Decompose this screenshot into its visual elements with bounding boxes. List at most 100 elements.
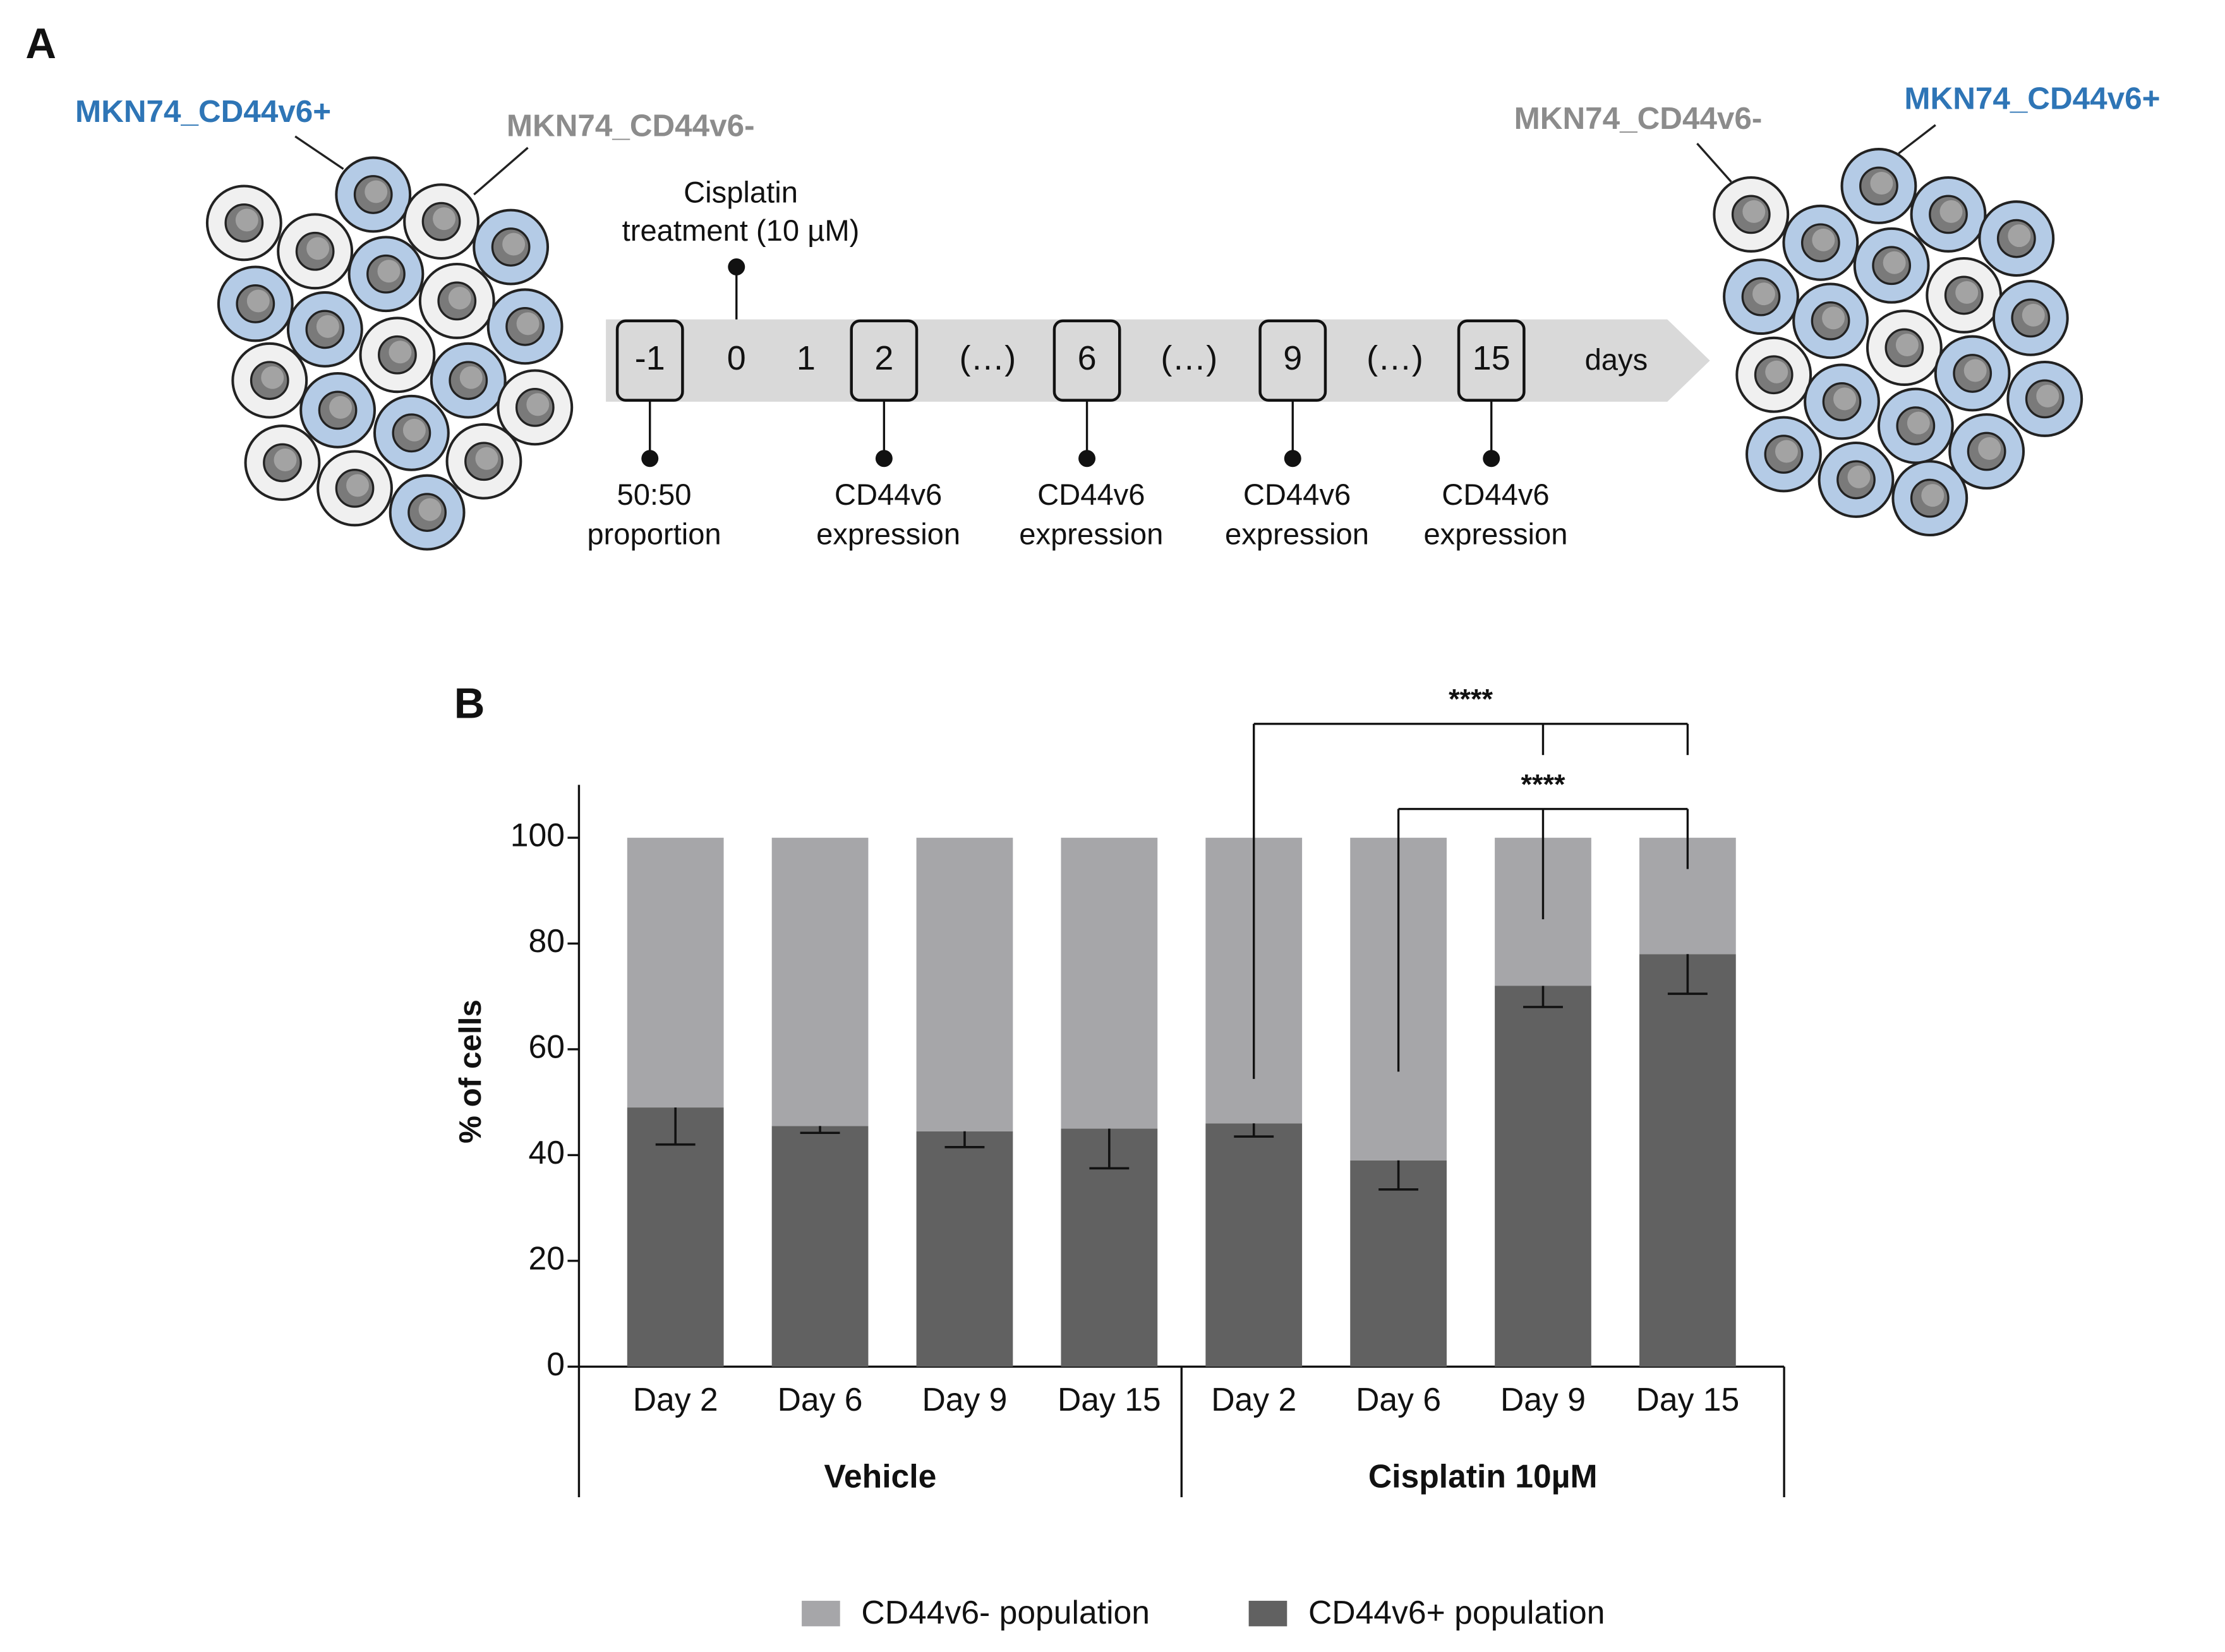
cell-label: MKN74_CD44v6+ [75,94,331,129]
bar-segment [1350,1160,1447,1367]
group-label: Cisplatin 10µM [1368,1457,1598,1494]
x-tick-label: Day 2 [1211,1381,1296,1418]
nucleus-highlight [261,366,284,389]
nucleus-highlight [1822,306,1845,330]
nucleus-highlight [526,393,550,416]
day-note: proportion [587,517,721,551]
nucleus-highlight [516,312,540,335]
nucleus-highlight [402,418,426,442]
x-tick-label: Day 15 [1636,1381,1740,1418]
nucleus-highlight [1812,228,1835,251]
legend-label: CD44v6- population [861,1594,1150,1631]
panel-label: A [25,20,56,68]
x-tick-label: Day 15 [1058,1381,1161,1418]
cell-label: MKN74_CD44v6- [507,108,755,143]
group-label: Vehicle [824,1457,936,1494]
nucleus-highlight [329,395,353,419]
bar-segment [1639,954,1736,1367]
nucleus-highlight [1895,334,1919,357]
day-note: CD44v6 [1243,478,1351,511]
day-note: expression [816,517,960,551]
bar-segment [1205,1123,1303,1367]
day-note: expression [1225,517,1369,551]
nucleus-highlight [274,449,297,471]
y-tick-label: 20 [529,1239,565,1276]
pointer [1898,124,1936,155]
bar-segment [771,1126,869,1367]
nucleus-highlight [1870,172,1893,195]
dot [1483,450,1500,467]
significance-label: **** [1449,683,1493,715]
bar-segment [771,838,869,1126]
bar-segment [1495,986,1591,1367]
day-label: 2 [874,339,893,377]
nucleus-highlight [1921,484,1945,507]
nucleus-highlight [1939,200,1963,223]
x-tick-label: Day 9 [922,1381,1007,1418]
day-note: CD44v6 [1037,478,1145,511]
nucleus-highlight [377,260,401,283]
day-label: 0 [727,339,746,377]
nucleus-highlight [1752,282,1775,306]
nucleus-highlight [418,498,442,521]
nucleus-highlight [1907,411,1930,435]
nucleus-highlight [1978,437,2001,460]
nucleus-highlight [2022,303,2045,327]
bar-segment [1061,838,1158,1129]
bar-segment [916,1131,1013,1367]
nucleus-highlight [1963,359,1987,382]
treatment-note: Cisplatin [684,175,798,208]
nucleus-highlight [1833,387,1856,411]
day-label: 15 [1473,339,1510,377]
nucleus-highlight [1742,200,1766,223]
nucleus-highlight [1847,465,1871,488]
nucleus-highlight [448,286,471,310]
day-label: 1 [797,339,816,377]
dot [1078,450,1096,467]
nucleus-highlight [346,474,370,497]
nucleus-highlight [2036,384,2059,407]
day-label: 9 [1283,339,1302,377]
nucleus-highlight [306,237,330,260]
bar-segment [627,838,724,1108]
pointer [294,135,344,170]
dot [728,258,745,275]
legend-swatch [1248,1600,1287,1627]
nucleus-highlight [1765,360,1788,383]
pointer [473,147,529,196]
day-note: CD44v6 [835,478,942,511]
nucleus-highlight [433,207,456,231]
day-note: 50:50 [617,478,691,511]
cell-label: MKN74_CD44v6- [1514,101,1763,136]
panel-label: B [454,680,485,728]
nucleus-highlight [389,341,412,364]
day-note: CD44v6 [1442,478,1549,511]
day-note: expression [1423,517,1567,551]
pointer-lines [294,124,1936,196]
y-tick-label: 40 [529,1134,565,1171]
nucleus-highlight [1955,280,1979,304]
treatment-note: treatment (10 µM) [622,214,860,247]
y-tick-label: 80 [529,922,565,959]
x-tick-label: Day 6 [1356,1381,1441,1418]
nucleus-highlight [2008,224,2031,248]
x-tick-label: Day 9 [1500,1381,1586,1418]
nucleus-highlight [459,366,483,389]
dot [1284,450,1301,467]
day-label: (…) [1161,339,1217,377]
significance-label: **** [1521,768,1565,800]
y-tick-label: 100 [510,817,565,853]
day-label: -1 [635,339,665,377]
nucleus-highlight [316,315,339,338]
nucleus-highlight [475,447,498,470]
nucleus-highlight [365,180,388,203]
x-tick-label: Day 6 [778,1381,863,1418]
pointer [1696,142,1732,183]
nucleus-highlight [1775,440,1798,463]
dot [641,450,659,467]
y-axis-label: % of cells [453,999,488,1143]
bar-segment [916,838,1013,1131]
dot [875,450,893,467]
